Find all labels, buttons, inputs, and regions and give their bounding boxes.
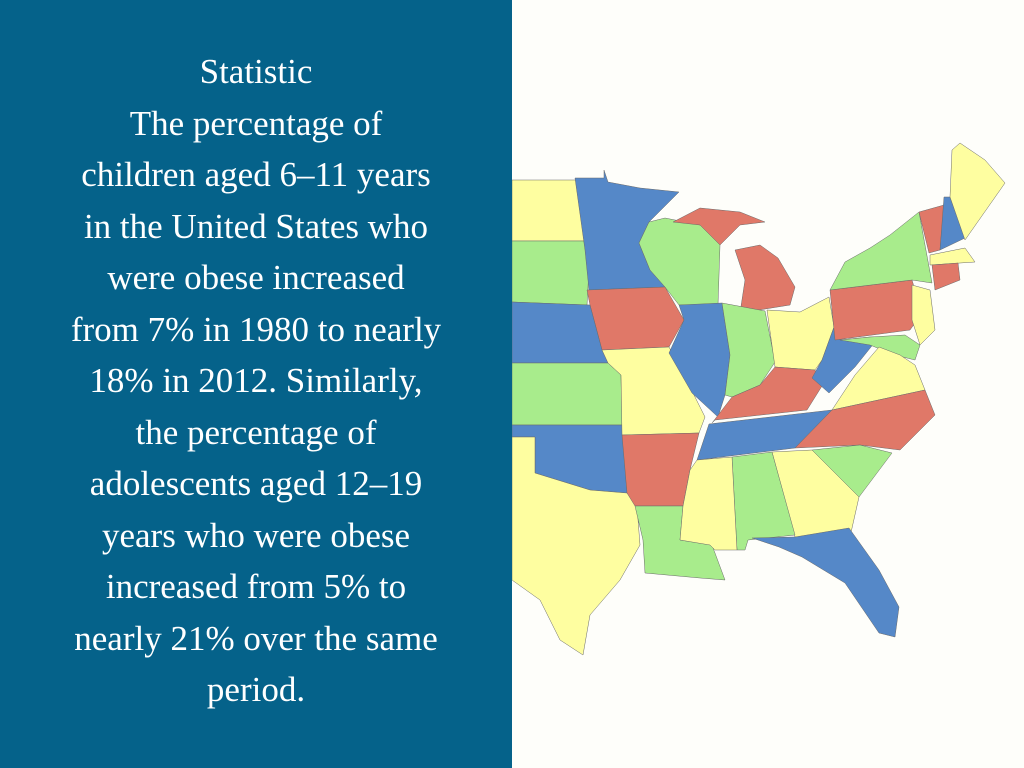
state-pa — [829, 279, 923, 341]
state-ms — [679, 456, 738, 551]
state-ma — [929, 247, 976, 266]
state-mi-upper — [672, 207, 766, 246]
body-line: were obese increased — [107, 258, 405, 297]
state-ct — [931, 262, 961, 291]
body-line: The percentage of — [129, 103, 383, 143]
us-states-map — [512, 142, 1006, 656]
body-line: years who were obese — [101, 515, 411, 555]
state-nc — [794, 389, 936, 451]
state-nj — [911, 284, 936, 346]
state-ks — [512, 362, 623, 426]
body-line: adolescents aged 12–19 — [89, 464, 423, 503]
body-line: the percentage of — [135, 412, 377, 452]
state-ky — [711, 366, 823, 424]
state-fl — [751, 527, 900, 638]
statistic-heading: Statistic — [199, 52, 313, 91]
state-ny — [829, 211, 933, 291]
body-line: nearly 21% over the same — [74, 618, 438, 658]
body-line: from 7% in 1980 to nearly — [70, 309, 442, 349]
state-tx — [512, 436, 641, 656]
state-ia — [586, 286, 685, 351]
body-line: children aged 6–11 years — [81, 155, 431, 194]
body-line: period. — [206, 670, 306, 709]
text-panel: Statistic The percentage of children age… — [0, 0, 512, 768]
state-mi — [734, 244, 796, 314]
statistic-text: Statistic The percentage of children age… — [0, 46, 512, 716]
body-line: in the United States who — [83, 206, 429, 246]
body-line: increased from 5% to — [105, 567, 407, 606]
body-line: 18% in 2012. Similarly, — [89, 361, 423, 400]
state-me — [949, 142, 1006, 241]
state-sd — [512, 240, 591, 306]
state-nd — [512, 179, 588, 242]
